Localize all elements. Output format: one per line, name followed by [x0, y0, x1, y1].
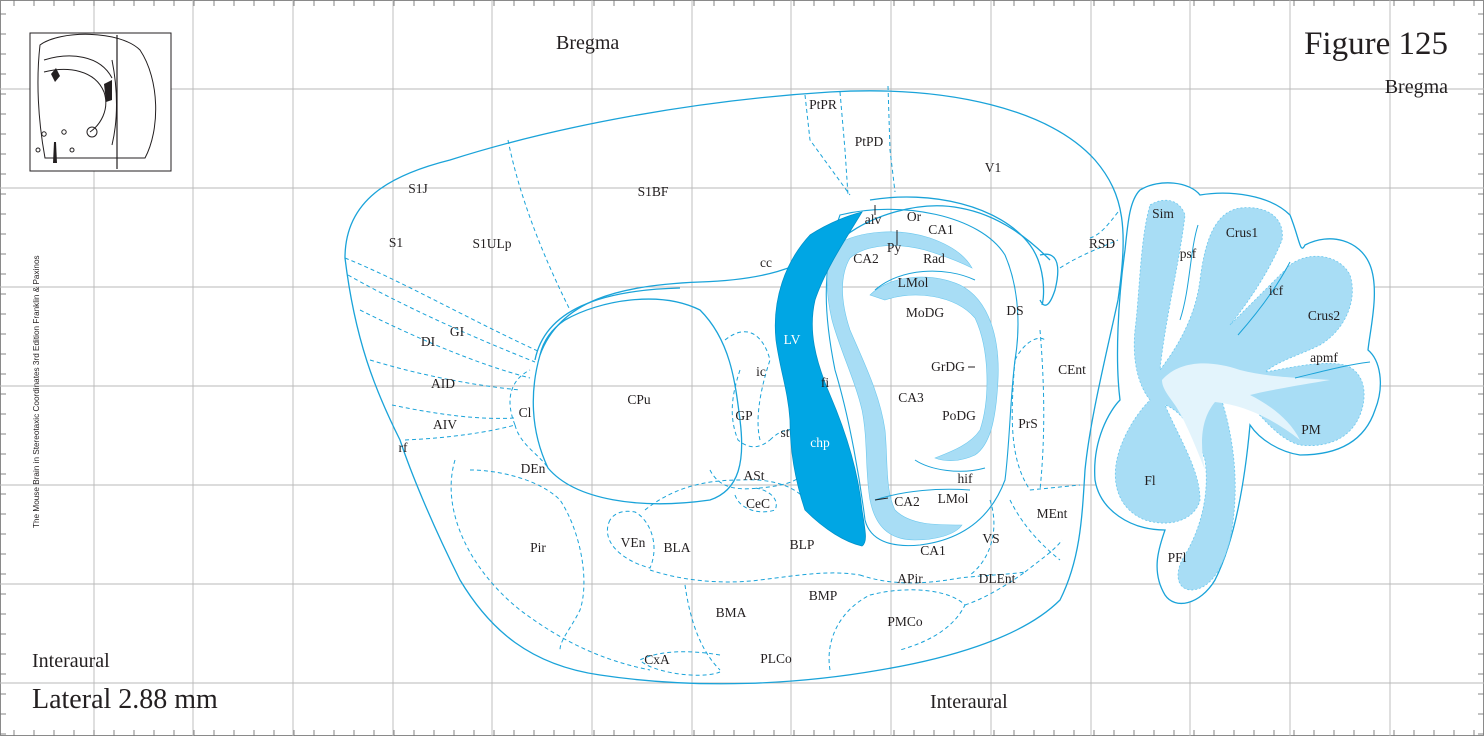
brain-outline	[344, 90, 1124, 685]
region-label-crus2: Crus2	[1308, 308, 1340, 323]
region-label-s1ulp: S1ULp	[472, 236, 511, 251]
bregma-label-top: Bregma	[556, 32, 620, 54]
lateral-ventricle	[774, 211, 866, 547]
region-label-modg: MoDG	[906, 305, 945, 320]
region-label-ca2-bottom: CA2	[894, 494, 920, 509]
region-label-aiv: AIV	[433, 417, 457, 432]
region-label-plco: PLCo	[760, 651, 792, 666]
region-label-gi: GI	[450, 324, 465, 339]
interaural-label-bottom: Interaural	[930, 691, 1008, 713]
region-label-psf: psf	[1180, 246, 1197, 261]
inset-coronal-thumbnail	[29, 32, 172, 172]
region-label-v1: V1	[985, 160, 1002, 175]
region-label-aid: AID	[431, 376, 455, 391]
pyramidal-layer	[826, 231, 973, 541]
region-label-apmf: apmf	[1310, 350, 1338, 365]
region-label-ca1-bottom: CA1	[920, 543, 946, 558]
region-label-bma: BMA	[716, 605, 747, 620]
atlas-credit: The Mouse Brain in Stereotaxic Coordinat…	[32, 255, 41, 528]
region-label-rsd: RSD	[1089, 236, 1116, 251]
region-label-bla: BLA	[664, 540, 691, 555]
region-label-cpu: CPu	[627, 392, 651, 407]
figure-title: Figure 125	[1304, 26, 1448, 62]
region-label-ven: VEn	[621, 535, 646, 550]
region-boundaries	[344, 85, 1119, 676]
region-label-ast: ASt	[743, 468, 764, 483]
label-leaders	[874, 205, 975, 501]
dentate-gyrus	[869, 276, 999, 461]
region-label-cxa: CxA	[644, 652, 670, 667]
region-label-st: st	[780, 425, 789, 440]
region-label-pir: Pir	[530, 540, 546, 555]
region-label-ment: MEnt	[1037, 506, 1068, 521]
region-label-hif: hif	[958, 471, 974, 486]
region-label-crus1: Crus1	[1226, 225, 1258, 240]
region-label-lmol-top: LMol	[898, 275, 929, 290]
region-label-cl: Cl	[519, 405, 532, 420]
region-label-di: DI	[421, 334, 436, 349]
region-label-dlent: DLEnt	[979, 571, 1016, 586]
region-label-chp: chp	[810, 435, 830, 450]
region-label-s1bf: S1BF	[638, 184, 669, 199]
region-labels: S1J S1 S1ULp S1BF PtPR PtPD V1 RSD cc alv Or CA1 Py C…	[389, 97, 1340, 667]
region-label-cc: cc	[760, 255, 772, 270]
region-label-fi: fi	[821, 375, 829, 390]
region-label-ptpd: PtPD	[855, 134, 884, 149]
region-label-alv: alv	[865, 212, 882, 227]
region-label-podg: PoDG	[942, 408, 976, 423]
region-label-icf: icf	[1269, 283, 1284, 298]
region-label-vs: VS	[982, 531, 999, 546]
region-label-pm: PM	[1301, 422, 1321, 437]
region-label-or: Or	[907, 209, 922, 224]
region-label-cent: CEnt	[1058, 362, 1086, 377]
region-label-grdg: GrDG	[931, 359, 965, 374]
region-label-sim: Sim	[1152, 206, 1174, 221]
region-label-bmp: BMP	[809, 588, 838, 603]
region-label-s1: S1	[389, 235, 403, 250]
region-label-blp: BLP	[790, 537, 815, 552]
sagittal-section	[344, 90, 1124, 685]
region-label-den: DEn	[521, 461, 546, 476]
cerebellum-white-matter	[1162, 363, 1330, 470]
region-label-rf: rf	[399, 440, 408, 455]
region-label-ca2-top: CA2	[853, 251, 879, 266]
region-label-ca1-top: CA1	[928, 222, 954, 237]
region-label-ic: ic	[756, 364, 766, 379]
region-label-pfl: PFl	[1168, 550, 1187, 565]
lateral-coordinate: Lateral 2.88 mm	[32, 684, 218, 715]
interaural-label-left: Interaural	[32, 650, 110, 672]
region-label-ptpr: PtPR	[809, 97, 837, 112]
region-label-rad: Rad	[923, 251, 945, 266]
region-label-ca3: CA3	[898, 390, 924, 405]
hippocampus-outline	[825, 208, 1019, 547]
region-label-apir: APir	[897, 571, 923, 586]
region-label-pmco: PMCo	[887, 614, 923, 629]
region-label-fl: Fl	[1144, 473, 1156, 488]
region-label-py: Py	[887, 240, 902, 255]
bregma-label-right: Bregma	[1384, 76, 1448, 98]
region-label-ds: DS	[1006, 303, 1023, 318]
region-label-lv: LV	[784, 332, 801, 347]
cerebellum	[1094, 182, 1381, 604]
region-label-gp: GP	[735, 408, 752, 423]
region-label-s1j: S1J	[408, 181, 428, 196]
hippocampus	[825, 208, 1019, 547]
striatum-outline	[532, 298, 743, 505]
region-label-prs: PrS	[1018, 416, 1038, 431]
region-label-lmol-bottom: LMol	[938, 491, 969, 506]
region-label-cec: CeC	[746, 496, 770, 511]
